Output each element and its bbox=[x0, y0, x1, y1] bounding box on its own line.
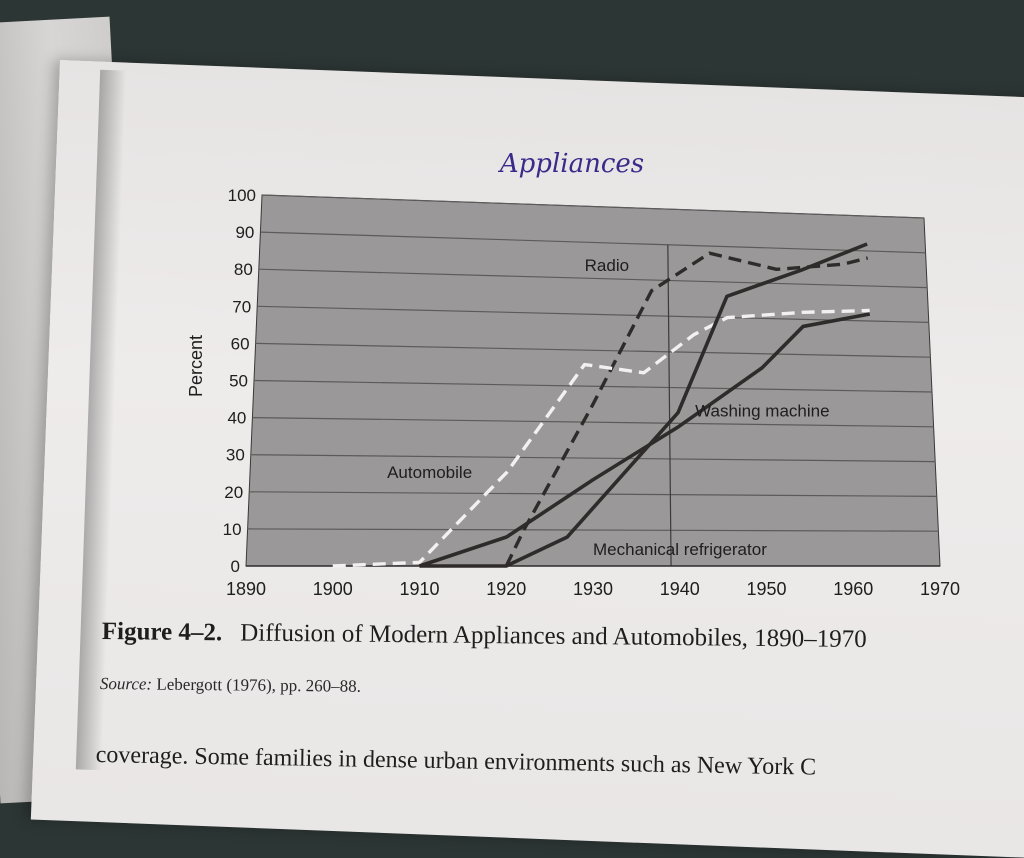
x-tick-label: 1890 bbox=[226, 579, 266, 599]
y-tick-label: 10 bbox=[223, 520, 242, 539]
y-tick-label: 0 bbox=[231, 557, 240, 576]
gridline bbox=[250, 454, 936, 463]
series-label-mechanical-refrigerator: Mechanical refrigerator bbox=[593, 540, 767, 559]
x-tick-label: 1910 bbox=[399, 579, 439, 599]
y-tick-label: 60 bbox=[231, 334, 250, 353]
x-tick-label: 1920 bbox=[486, 579, 526, 599]
series-line-automobile bbox=[332, 308, 870, 568]
gridline bbox=[258, 268, 928, 289]
gridline bbox=[257, 305, 929, 323]
series-label-automobile: Automobile bbox=[387, 463, 472, 482]
gridline bbox=[247, 528, 939, 532]
photo-scene: Appliances 0 10 20 30 40 50 60 70 80 90 100 1890 190… bbox=[0, 16, 1024, 858]
y-tick-label: 20 bbox=[224, 483, 243, 502]
y-tick-label: 30 bbox=[226, 446, 245, 465]
gridline bbox=[255, 342, 931, 358]
diffusion-chart: Appliances 0 10 20 30 40 50 60 70 80 90 100 1890 190… bbox=[186, 149, 960, 599]
x-tick-label: 1900 bbox=[313, 579, 353, 599]
x-tick-label: 1960 bbox=[833, 579, 873, 599]
gridline bbox=[260, 231, 926, 254]
source-label: Source: bbox=[99, 674, 153, 694]
figure-title: Diffusion of Modern Appliances and Autom… bbox=[240, 619, 867, 654]
y-tick-label: 70 bbox=[232, 297, 251, 316]
series-line-radio bbox=[504, 251, 869, 567]
reference-line bbox=[667, 244, 672, 567]
series-label-radio: Radio bbox=[585, 256, 629, 275]
x-tick-label: 1950 bbox=[746, 579, 786, 599]
handwritten-note: Appliances bbox=[498, 149, 644, 179]
source-text: Lebergott (1976), pp. 260–88. bbox=[156, 674, 362, 696]
x-tick-label: 1930 bbox=[573, 579, 613, 599]
source-citation: Source: Lebergott (1976), pp. 260–88. bbox=[100, 674, 361, 697]
series-line-mechanical-refrigerator bbox=[419, 242, 868, 568]
y-tick-label: 90 bbox=[235, 223, 254, 242]
gridline bbox=[252, 417, 934, 428]
figure-number: Figure 4–2. bbox=[101, 618, 223, 647]
x-tick-label: 1940 bbox=[660, 579, 700, 599]
y-tick-label: 50 bbox=[229, 372, 248, 391]
y-tick-label: 80 bbox=[234, 260, 253, 279]
gridline bbox=[253, 379, 933, 393]
y-axis-label: Percent bbox=[186, 335, 206, 397]
x-tick-label: 1970 bbox=[920, 579, 960, 599]
y-tick-label: 40 bbox=[227, 409, 246, 428]
gridline bbox=[261, 194, 925, 219]
y-tick-label: 100 bbox=[228, 186, 256, 205]
series-line-washing-machine bbox=[418, 312, 871, 568]
series-label-washing-machine: Washing machine bbox=[695, 401, 830, 420]
gridline bbox=[249, 491, 937, 497]
